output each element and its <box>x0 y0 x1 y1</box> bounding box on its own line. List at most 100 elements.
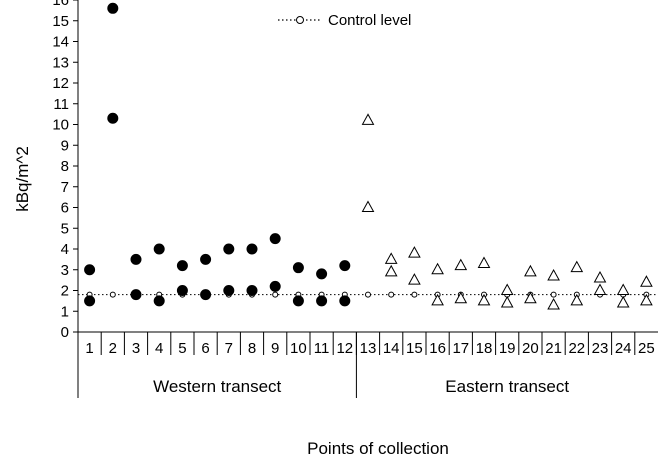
data-point-circle <box>223 243 235 255</box>
x-tick-label: 3 <box>132 340 140 357</box>
data-point-circle <box>246 243 258 255</box>
x-tick-label: 2 <box>109 340 117 357</box>
y-tick-label: 16 <box>52 0 69 9</box>
data-point-circle <box>84 264 96 276</box>
data-point-circle <box>269 233 281 245</box>
x-tick-label: 12 <box>336 340 353 357</box>
x-tick-label: 16 <box>429 340 446 357</box>
data-point-triangle <box>477 293 491 306</box>
data-point-circle <box>339 260 351 272</box>
data-point-triangle <box>408 273 421 285</box>
x-tick-label: 22 <box>568 340 585 357</box>
x-tick-label: 18 <box>476 340 493 357</box>
x-tick-label: 17 <box>452 340 469 357</box>
data-point-circle <box>223 285 235 296</box>
y-tick-label: 6 <box>61 200 69 217</box>
data-point-circle <box>153 243 165 255</box>
data-point-circle <box>130 253 142 265</box>
y-tick-label: 15 <box>52 13 69 30</box>
data-point-circle <box>176 260 188 272</box>
data-point-triangle <box>454 291 468 304</box>
data-point-circle <box>200 289 212 301</box>
x-axis-title: Points of collection <box>307 439 449 458</box>
data-point-triangle <box>570 260 584 273</box>
data-point-triangle <box>570 293 584 306</box>
data-point-circle <box>316 268 328 280</box>
data-point-triangle <box>500 283 514 295</box>
y-tick-label: 9 <box>61 137 69 154</box>
data-point-circle <box>292 295 304 307</box>
data-point-triangle <box>640 293 653 306</box>
x-tick-label: 5 <box>178 340 186 357</box>
x-tick-label: 14 <box>383 340 400 357</box>
data-point-circle <box>316 295 328 307</box>
data-point-circle <box>107 112 119 124</box>
data-point-triangle <box>640 275 653 287</box>
x-tick-label: 20 <box>522 340 539 357</box>
data-point-triangle <box>500 295 514 308</box>
data-point-circle <box>269 280 281 292</box>
x-tick-label: 24 <box>615 340 632 357</box>
y-tick-label: 11 <box>53 96 69 113</box>
x-tick-label: 19 <box>499 340 516 357</box>
x-tick-label: 10 <box>290 340 307 357</box>
data-point-circle <box>176 285 188 296</box>
x-tick-label: 4 <box>155 340 163 357</box>
data-point-triangle <box>408 246 421 258</box>
x-tick-label: 9 <box>271 340 279 357</box>
data-point-circle <box>246 285 258 296</box>
data-point-circle <box>200 253 212 265</box>
y-axis-title: kBq/m^2 <box>13 146 32 212</box>
y-tick-label: 2 <box>61 283 69 300</box>
control-level-marker <box>272 291 279 298</box>
x-tick-label: 7 <box>225 340 233 357</box>
x-tick-label: 25 <box>638 340 655 357</box>
data-point-triangle <box>384 264 398 277</box>
y-tick-label: 4 <box>61 241 69 258</box>
data-point-circle <box>84 295 96 307</box>
data-point-triangle <box>547 268 560 281</box>
data-point-triangle <box>431 293 444 306</box>
data-point-triangle <box>477 256 491 269</box>
control-level-marker <box>109 291 116 298</box>
y-tick-label: 7 <box>61 179 69 196</box>
control-level-marker <box>411 291 418 298</box>
data-point-triangle <box>361 113 375 125</box>
y-tick-label: 10 <box>52 117 69 134</box>
legend-marker <box>296 16 304 24</box>
data-point-triangle <box>361 200 375 212</box>
x-tick-label: 21 <box>545 340 562 357</box>
x-tick-label: 11 <box>314 340 330 357</box>
data-point-triangle <box>616 295 630 308</box>
control-level-marker <box>365 291 371 298</box>
x-tick-label: 8 <box>248 340 256 357</box>
y-tick-label: 0 <box>61 324 69 341</box>
x-tick-label: 1 <box>85 340 93 357</box>
x-tick-label: 13 <box>360 340 377 357</box>
y-tick-label: 3 <box>61 262 69 279</box>
data-point-circle <box>292 262 304 274</box>
y-tick-label: 5 <box>61 220 69 237</box>
y-tick-label: 8 <box>61 158 69 175</box>
x-group-label: Western transect <box>153 377 281 396</box>
data-point-circle <box>339 295 351 307</box>
x-tick-label: 6 <box>201 340 209 357</box>
data-point-circle <box>153 295 165 307</box>
y-tick-label: 12 <box>52 75 69 92</box>
control-level-marker <box>388 291 395 298</box>
data-point-triangle <box>616 283 630 295</box>
legend-label: Control level <box>328 12 411 29</box>
x-tick-label: 23 <box>592 340 609 357</box>
legend: Control level <box>278 12 411 29</box>
data-point-triangle <box>524 264 537 277</box>
data-point-triangle <box>454 258 468 271</box>
x-group-label: Eastern transect <box>445 377 569 396</box>
data-point-triangle <box>593 271 607 283</box>
data-marks <box>78 2 658 310</box>
y-tick-label: 14 <box>52 34 69 51</box>
y-tick-label: 1 <box>61 303 69 320</box>
data-point-triangle <box>431 262 444 275</box>
data-point-circle <box>107 2 119 14</box>
